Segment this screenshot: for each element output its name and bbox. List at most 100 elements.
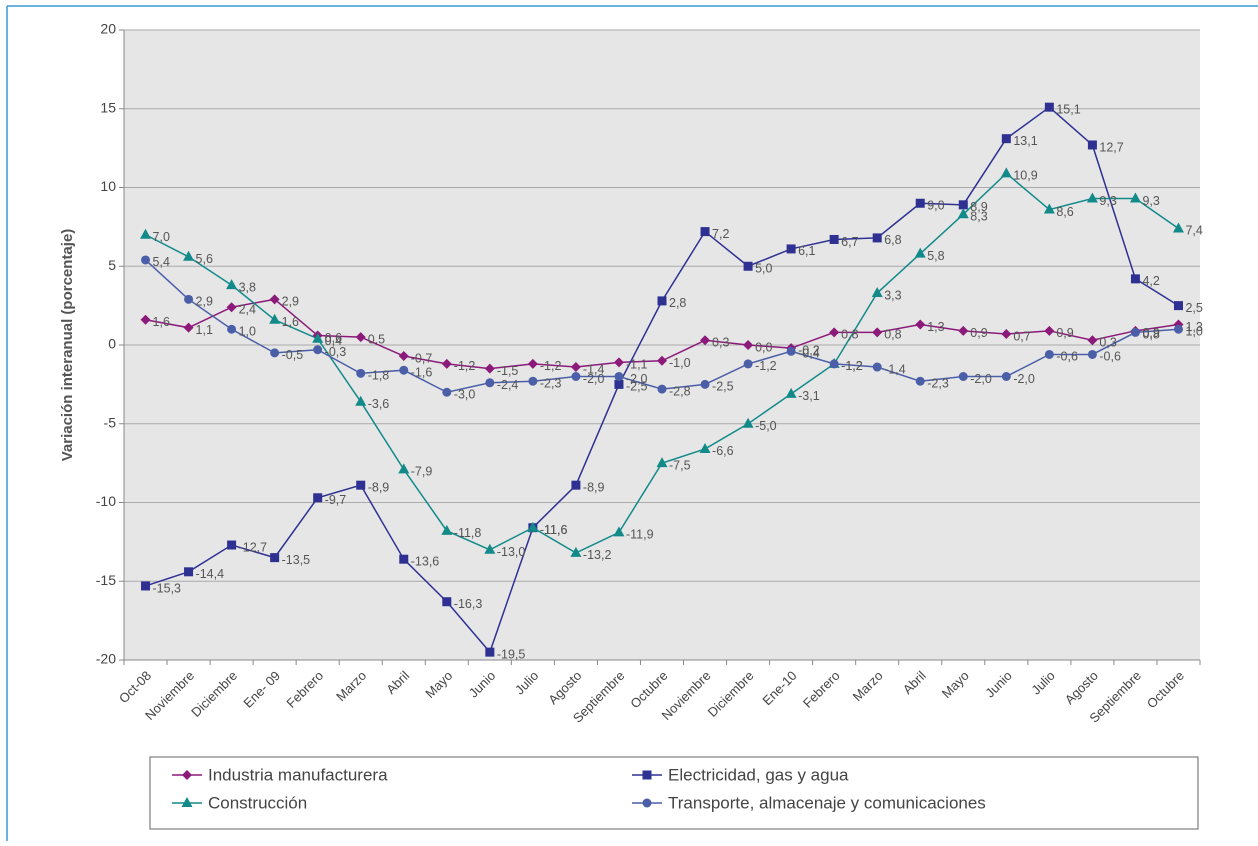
marker	[1044, 349, 1054, 359]
y-tick-label: -20	[96, 651, 116, 667]
marker	[183, 322, 194, 333]
data-label: -11,9	[626, 528, 654, 542]
marker	[571, 480, 581, 490]
x-tick-label: Junio	[466, 668, 499, 701]
marker	[786, 346, 796, 356]
data-label: 1,0	[1185, 325, 1202, 339]
marker	[829, 234, 839, 244]
marker	[786, 244, 796, 254]
marker	[356, 368, 366, 378]
data-label: -7,5	[669, 458, 691, 472]
y-tick-label: 5	[108, 257, 116, 273]
marker	[141, 255, 151, 265]
y-tick-label: 20	[100, 21, 116, 37]
x-tick-label: Junio	[982, 668, 1015, 701]
data-label: 9,3	[1142, 194, 1159, 208]
x-tick-label: Ene- 09	[240, 668, 283, 711]
data-label: 1,6	[153, 315, 170, 329]
data-label: 3,8	[239, 280, 256, 294]
x-tick-label: Febrero	[283, 668, 326, 711]
marker	[441, 524, 453, 535]
data-label: -3,0	[454, 388, 476, 402]
data-label: -2,3	[927, 377, 949, 391]
marker	[872, 362, 882, 372]
data-label: 4,2	[1142, 274, 1159, 288]
marker	[181, 797, 193, 807]
marker	[914, 247, 926, 258]
marker	[958, 372, 968, 381]
marker	[527, 358, 538, 369]
data-label: -2,0	[1013, 372, 1035, 386]
data-label: 0,6	[325, 331, 342, 345]
data-label: -15,3	[153, 581, 182, 595]
data-label: 6,7	[841, 235, 858, 249]
x-tick-label: Octubre	[627, 668, 670, 711]
marker	[1130, 274, 1140, 284]
data-label: 2,9	[282, 295, 299, 309]
data-label: 8,6	[1056, 205, 1073, 219]
marker	[1001, 134, 1011, 144]
marker	[872, 327, 883, 338]
marker	[1044, 102, 1054, 112]
marker	[398, 463, 410, 474]
marker	[958, 200, 968, 210]
marker	[700, 379, 710, 389]
data-label: 0,3	[1099, 336, 1116, 350]
data-label: 0,8	[884, 328, 901, 342]
data-label: 0,0	[755, 340, 772, 354]
data-label: 2,8	[669, 296, 686, 310]
data-label: 1,3	[1185, 320, 1202, 334]
data-label: -13,2	[583, 548, 612, 562]
x-tick-label: Diciembre	[188, 668, 240, 720]
data-label: 0,4	[325, 334, 342, 348]
marker	[528, 376, 538, 386]
data-label: -2,3	[540, 377, 562, 391]
data-label: -1,2	[454, 359, 476, 373]
marker	[1087, 335, 1098, 346]
data-label: 7,4	[1185, 224, 1202, 238]
marker	[269, 294, 280, 305]
data-label: 1,6	[282, 315, 299, 329]
data-label: 5,4	[153, 255, 170, 269]
x-tick-label: Febrero	[800, 668, 843, 711]
data-label: 0,7	[1013, 329, 1030, 343]
data-label: -0,4	[798, 347, 820, 361]
x-tick-label: Julio	[1028, 668, 1058, 698]
data-label: 0,5	[368, 332, 385, 346]
data-label: 1,1	[196, 323, 213, 337]
data-label: -1,2	[540, 359, 562, 373]
data-label: -0,6	[1099, 350, 1121, 364]
data-label: -2,5	[712, 380, 734, 394]
marker	[785, 387, 797, 398]
x-tick-label: Diciembre	[705, 668, 757, 720]
marker	[484, 543, 496, 554]
data-label: -2,4	[497, 378, 519, 392]
data-label: -12,7	[239, 540, 268, 554]
marker	[184, 294, 194, 304]
marker	[183, 250, 195, 261]
marker	[355, 332, 366, 343]
data-label: -2,5	[626, 380, 648, 394]
data-label: 10,9	[1013, 169, 1037, 183]
data-label: 8,9	[970, 200, 987, 214]
y-tick-label: -10	[96, 493, 116, 509]
y-tick-label: 15	[100, 99, 116, 115]
marker	[614, 379, 624, 389]
marker	[657, 355, 667, 366]
data-label: 7,2	[712, 227, 729, 241]
marker	[1172, 222, 1184, 233]
data-label: -1,2	[841, 359, 863, 373]
data-label: 1,0	[239, 325, 256, 339]
marker	[313, 345, 323, 355]
data-label: -19,5	[497, 647, 526, 661]
marker	[642, 770, 652, 780]
data-label: -8,9	[368, 480, 390, 494]
data-label: -9,7	[325, 493, 347, 507]
marker	[1130, 327, 1140, 337]
data-label: -3,6	[368, 397, 390, 411]
data-label: -14,4	[196, 567, 225, 581]
data-label: -11,6	[540, 523, 568, 537]
data-label: 0,8	[1142, 328, 1159, 342]
data-label: -1,0	[669, 356, 691, 370]
